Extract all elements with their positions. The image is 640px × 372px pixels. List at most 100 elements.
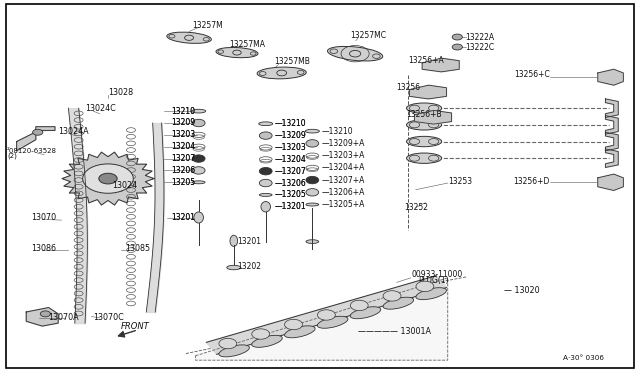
Text: 13256+D: 13256+D [513, 177, 550, 186]
Ellipse shape [216, 48, 258, 58]
Ellipse shape [317, 316, 348, 328]
Circle shape [259, 132, 272, 139]
Polygon shape [598, 69, 623, 85]
Circle shape [383, 291, 401, 301]
Text: 13070C: 13070C [93, 314, 124, 323]
Text: 13202: 13202 [237, 262, 261, 271]
Circle shape [33, 129, 43, 135]
Ellipse shape [306, 203, 319, 206]
Circle shape [306, 176, 319, 184]
Circle shape [259, 167, 272, 175]
Text: —13204+A: —13204+A [321, 163, 365, 172]
Text: 13070: 13070 [31, 213, 56, 222]
Text: — 13020: — 13020 [504, 286, 540, 295]
Polygon shape [422, 58, 460, 72]
Ellipse shape [227, 265, 241, 270]
Ellipse shape [306, 240, 319, 243]
Circle shape [259, 179, 272, 187]
Text: 13204: 13204 [172, 142, 195, 151]
Text: —13210: —13210 [275, 119, 307, 128]
Text: ²08120-63528: ²08120-63528 [7, 148, 57, 154]
Text: —13209+A: —13209+A [321, 139, 365, 148]
Text: FRONT: FRONT [121, 321, 150, 331]
Text: 13253: 13253 [448, 177, 472, 186]
Text: 13205: 13205 [172, 178, 195, 187]
Text: 13070A: 13070A [49, 314, 79, 323]
Polygon shape [598, 174, 623, 190]
Text: 13205: 13205 [172, 178, 195, 187]
Text: 13201: 13201 [172, 213, 195, 222]
Text: 13207: 13207 [172, 154, 195, 163]
Polygon shape [62, 152, 154, 205]
Polygon shape [605, 99, 618, 118]
Circle shape [306, 140, 319, 147]
Polygon shape [605, 149, 618, 167]
Text: 13257MB: 13257MB [274, 57, 310, 66]
Text: 13024A: 13024A [58, 126, 89, 136]
Text: 13203: 13203 [172, 130, 195, 140]
Circle shape [99, 173, 117, 184]
Text: 13209: 13209 [172, 119, 195, 128]
Text: 13204: 13204 [172, 142, 195, 151]
Ellipse shape [257, 67, 307, 79]
Text: 13201: 13201 [237, 237, 261, 246]
Text: 13024C: 13024C [85, 105, 116, 113]
Ellipse shape [383, 297, 413, 309]
Circle shape [192, 119, 205, 127]
Circle shape [452, 44, 463, 50]
Ellipse shape [406, 137, 442, 147]
Text: —13206: —13206 [275, 179, 307, 187]
Ellipse shape [350, 307, 381, 319]
Text: —13203+A: —13203+A [321, 151, 365, 160]
Text: 13257MC: 13257MC [351, 31, 387, 41]
Text: A·30° 0306: A·30° 0306 [563, 355, 604, 361]
Circle shape [306, 189, 319, 196]
Circle shape [350, 300, 368, 311]
Ellipse shape [305, 129, 319, 133]
Text: —13206+A: —13206+A [321, 188, 365, 197]
Text: 13256+C: 13256+C [514, 70, 550, 78]
Text: 13206: 13206 [172, 166, 195, 175]
Polygon shape [605, 116, 618, 134]
Text: 13210: 13210 [172, 107, 195, 116]
Text: —13210: —13210 [275, 119, 307, 128]
Text: —13207+A: —13207+A [321, 176, 365, 185]
Text: —13210: —13210 [321, 126, 353, 136]
Text: (2): (2) [7, 153, 17, 159]
Ellipse shape [328, 46, 383, 61]
Text: 13256+A: 13256+A [408, 56, 444, 65]
Ellipse shape [259, 122, 273, 126]
Polygon shape [195, 278, 448, 360]
Text: 13206: 13206 [172, 166, 195, 175]
Text: 13028: 13028 [108, 88, 133, 97]
Text: 13256+B: 13256+B [406, 110, 442, 119]
Text: —13204: —13204 [275, 155, 307, 164]
Text: 13222C: 13222C [466, 42, 495, 51]
Polygon shape [206, 276, 447, 354]
Text: 13085: 13085 [125, 244, 150, 253]
Text: 13203: 13203 [172, 130, 195, 140]
Text: —13201: —13201 [275, 202, 307, 211]
Ellipse shape [230, 235, 237, 246]
Text: —13207: —13207 [275, 167, 307, 176]
Polygon shape [26, 308, 58, 326]
Polygon shape [410, 85, 447, 99]
Ellipse shape [406, 103, 442, 113]
Circle shape [219, 339, 237, 349]
Text: 13086: 13086 [31, 244, 56, 253]
Text: —13205+A: —13205+A [321, 200, 365, 209]
Circle shape [452, 34, 463, 40]
Text: 13201: 13201 [172, 213, 195, 222]
Ellipse shape [219, 345, 250, 357]
Circle shape [285, 319, 303, 330]
Text: —13207: —13207 [275, 167, 307, 176]
Ellipse shape [259, 193, 272, 196]
Text: 13207: 13207 [172, 154, 195, 163]
Text: —13206: —13206 [275, 179, 307, 187]
Ellipse shape [191, 109, 205, 113]
Circle shape [192, 167, 205, 174]
Text: 13222A: 13222A [466, 32, 495, 42]
Text: —13203: —13203 [275, 143, 307, 152]
Polygon shape [605, 132, 618, 151]
Text: 13210: 13210 [172, 107, 195, 116]
